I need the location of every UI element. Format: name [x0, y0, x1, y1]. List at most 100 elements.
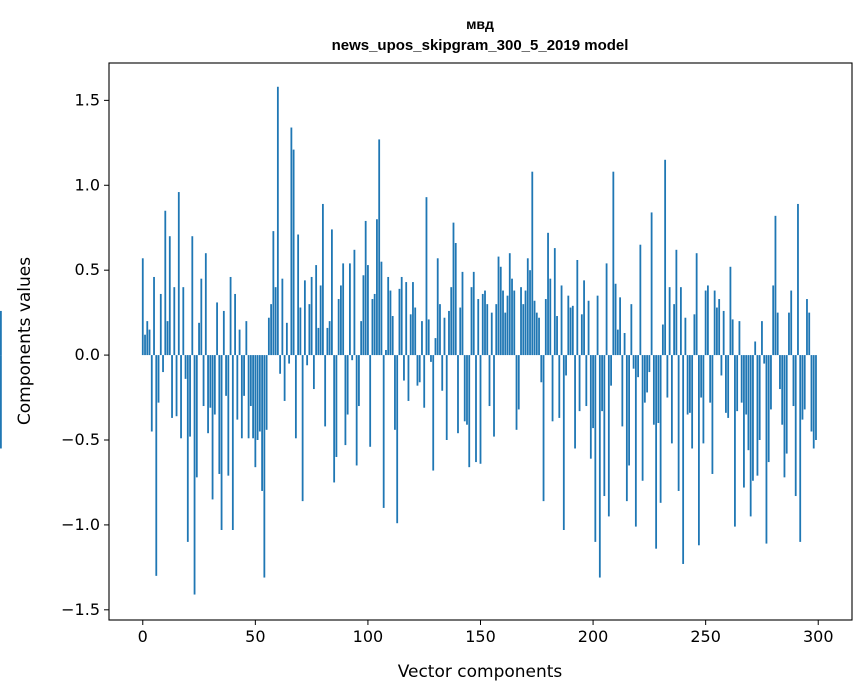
- bar: [317, 327, 320, 356]
- bar: [463, 355, 466, 422]
- bar: [292, 149, 295, 356]
- bar: [524, 290, 527, 356]
- bar: [321, 203, 324, 356]
- bar: [360, 321, 363, 356]
- bar: [587, 300, 590, 356]
- bar: [484, 290, 486, 356]
- bar: [812, 355, 815, 449]
- bar: [153, 276, 155, 356]
- bar: [283, 355, 286, 401]
- bar: [256, 355, 259, 440]
- plot-frame: [108, 62, 853, 621]
- bar: [261, 355, 264, 491]
- bar: [164, 210, 167, 356]
- bar: [502, 290, 504, 356]
- bar: [299, 307, 302, 356]
- bar: [731, 319, 734, 356]
- bar: [191, 236, 194, 356]
- bar: [270, 304, 273, 356]
- bar: [616, 329, 619, 356]
- bar: [346, 355, 349, 415]
- bar: [258, 355, 261, 432]
- chart-title: мвд: [466, 16, 494, 32]
- bar: [734, 355, 736, 527]
- bar: [592, 355, 594, 429]
- y-tick-label: −0.5: [61, 430, 100, 449]
- bar: [702, 355, 705, 444]
- bar: [664, 159, 667, 356]
- bar: [803, 355, 806, 410]
- bar: [353, 249, 356, 356]
- bar: [648, 355, 651, 373]
- bar: [445, 355, 448, 440]
- bar: [725, 355, 727, 413]
- bar: [477, 299, 480, 356]
- bar: [0, 355, 2, 449]
- bar: [722, 310, 725, 356]
- bar: [486, 304, 489, 356]
- bar: [799, 355, 802, 542]
- bar: [159, 293, 162, 356]
- bar: [373, 293, 376, 356]
- y-tick-label: 1.5: [75, 90, 100, 109]
- bar: [535, 312, 538, 356]
- bar: [324, 355, 327, 427]
- bar: [245, 321, 248, 356]
- bar: [391, 316, 394, 356]
- bar: [308, 304, 311, 356]
- bars-group: [0, 86, 817, 595]
- bar: [240, 355, 243, 439]
- bar: [337, 299, 340, 356]
- bar: [249, 355, 252, 407]
- bar: [650, 212, 653, 356]
- bar: [481, 293, 484, 356]
- bar: [470, 287, 473, 356]
- bar: [315, 265, 318, 356]
- bar: [146, 321, 149, 356]
- bar: [783, 355, 786, 478]
- bar: [457, 355, 459, 434]
- bar: [378, 139, 381, 356]
- bar: [767, 355, 770, 463]
- bar: [312, 355, 315, 390]
- bar: [695, 253, 698, 356]
- x-tick-label: 100: [353, 627, 384, 646]
- bar: [506, 295, 509, 356]
- bar: [497, 256, 500, 356]
- bar: [443, 317, 446, 356]
- y-tick-label: 0.0: [75, 345, 100, 364]
- bar: [468, 355, 471, 468]
- y-tick-label: 0.5: [75, 260, 100, 279]
- bar: [641, 355, 644, 481]
- bar: [150, 355, 153, 432]
- bar: [792, 355, 795, 407]
- bar: [752, 355, 754, 481]
- bar: [193, 355, 196, 595]
- bar: [351, 355, 354, 361]
- bar: [749, 355, 752, 517]
- bar: [515, 355, 518, 430]
- bar: [290, 127, 293, 356]
- bar: [301, 355, 304, 502]
- bar: [763, 355, 766, 364]
- bar: [781, 355, 784, 425]
- bar: [675, 249, 678, 356]
- x-tick-label: 250: [690, 627, 721, 646]
- bar: [643, 355, 646, 403]
- bar: [756, 355, 759, 476]
- bar: [682, 355, 685, 564]
- bar: [186, 355, 189, 542]
- bar: [209, 355, 212, 408]
- bar: [319, 285, 322, 356]
- bar: [400, 276, 403, 356]
- bar: [614, 283, 617, 356]
- bar: [195, 355, 198, 478]
- bar: [265, 355, 268, 430]
- bar: [621, 355, 624, 427]
- x-tick-label: 200: [578, 627, 609, 646]
- bar: [157, 355, 160, 403]
- bar: [461, 271, 464, 356]
- bar: [601, 355, 603, 412]
- bar: [544, 299, 547, 356]
- bar: [349, 263, 351, 356]
